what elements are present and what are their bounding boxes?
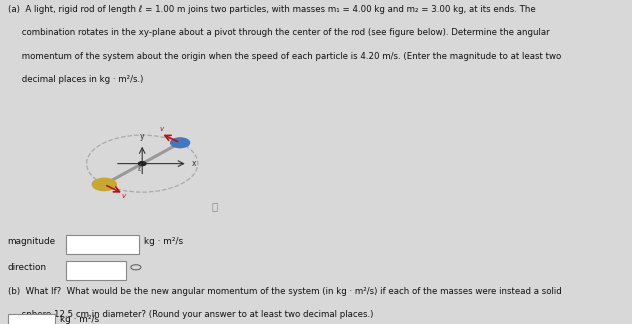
Text: v: v <box>121 193 125 199</box>
Text: —Select—: —Select— <box>83 263 128 272</box>
Circle shape <box>138 162 146 166</box>
FancyBboxPatch shape <box>66 261 126 280</box>
Text: direction: direction <box>8 263 47 272</box>
FancyBboxPatch shape <box>8 314 55 324</box>
Text: (a)  A light, rigid rod of length ℓ = 1.00 m joins two particles, with masses m₁: (a) A light, rigid rod of length ℓ = 1.0… <box>8 5 535 14</box>
Text: x: x <box>191 159 196 168</box>
Text: momentum of the system about the origin when the speed of each particle is 4.20 : momentum of the system about the origin … <box>8 52 561 61</box>
Text: kg · m²/s: kg · m²/s <box>144 237 183 246</box>
Text: (b)  What If?  What would be the new angular momentum of the system (in kg · m²/: (b) What If? What would be the new angul… <box>8 287 561 296</box>
Text: ℓ: ℓ <box>137 164 141 173</box>
FancyBboxPatch shape <box>66 235 139 254</box>
Text: v: v <box>159 126 164 132</box>
Text: kg · m²/s: kg · m²/s <box>60 315 99 324</box>
Circle shape <box>92 178 116 191</box>
Text: decimal places in kg · m²/s.): decimal places in kg · m²/s.) <box>8 75 143 84</box>
Text: combination rotates in the xy-plane about a pivot through the center of the rod : combination rotates in the xy-plane abou… <box>8 28 549 37</box>
Text: ▾: ▾ <box>122 264 126 270</box>
Text: magnitude: magnitude <box>8 237 56 246</box>
Text: ⓘ: ⓘ <box>212 201 218 211</box>
Circle shape <box>171 138 190 148</box>
Text: sphere 12.5 cm in diameter? (Round your answer to at least two decimal places.): sphere 12.5 cm in diameter? (Round your … <box>8 310 373 319</box>
Text: y: y <box>140 132 145 141</box>
